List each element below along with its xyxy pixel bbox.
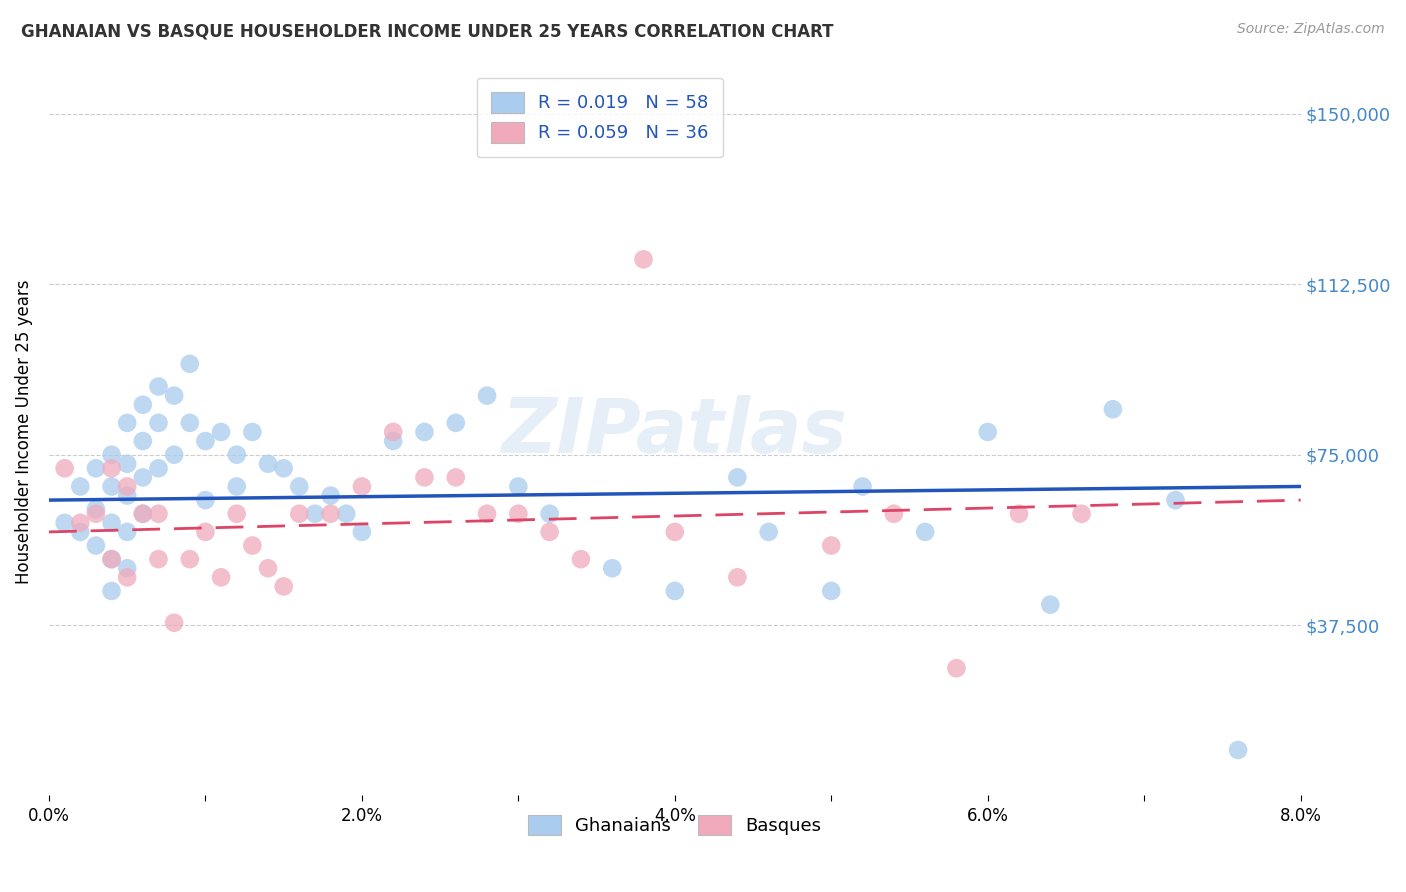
Point xyxy=(132,507,155,521)
Point xyxy=(194,434,217,448)
Point xyxy=(179,357,201,371)
Point xyxy=(273,461,295,475)
Point xyxy=(1070,507,1092,521)
Point xyxy=(115,457,138,471)
Text: GHANAIAN VS BASQUE HOUSEHOLDER INCOME UNDER 25 YEARS CORRELATION CHART: GHANAIAN VS BASQUE HOUSEHOLDER INCOME UN… xyxy=(21,22,834,40)
Point xyxy=(1102,402,1125,417)
Point xyxy=(444,416,467,430)
Point xyxy=(115,561,138,575)
Point xyxy=(413,470,436,484)
Point xyxy=(194,524,217,539)
Point xyxy=(851,479,873,493)
Point xyxy=(508,507,530,521)
Point xyxy=(84,502,107,516)
Point xyxy=(914,524,936,539)
Point xyxy=(179,416,201,430)
Point xyxy=(538,507,561,521)
Point xyxy=(725,470,748,484)
Point xyxy=(84,461,107,475)
Point xyxy=(382,434,405,448)
Y-axis label: Householder Income Under 25 years: Householder Income Under 25 years xyxy=(15,280,32,584)
Point xyxy=(475,389,498,403)
Point xyxy=(69,516,91,530)
Point xyxy=(600,561,623,575)
Point xyxy=(304,507,326,521)
Point xyxy=(475,507,498,521)
Point xyxy=(100,584,122,599)
Point xyxy=(115,570,138,584)
Point xyxy=(84,539,107,553)
Point xyxy=(820,584,842,599)
Point xyxy=(132,434,155,448)
Point xyxy=(132,470,155,484)
Point xyxy=(100,448,122,462)
Point xyxy=(209,570,232,584)
Point xyxy=(273,579,295,593)
Point xyxy=(319,507,342,521)
Point xyxy=(225,479,247,493)
Legend: Ghanaians, Basques: Ghanaians, Basques xyxy=(519,805,831,845)
Point xyxy=(100,461,122,475)
Point xyxy=(115,489,138,503)
Point xyxy=(115,479,138,493)
Point xyxy=(240,425,263,439)
Point xyxy=(163,615,186,630)
Point xyxy=(413,425,436,439)
Point xyxy=(820,539,842,553)
Point xyxy=(1039,598,1062,612)
Point xyxy=(100,552,122,566)
Point xyxy=(100,516,122,530)
Point xyxy=(569,552,592,566)
Point xyxy=(335,507,357,521)
Point xyxy=(319,489,342,503)
Point xyxy=(444,470,467,484)
Point xyxy=(1164,493,1187,508)
Text: Source: ZipAtlas.com: Source: ZipAtlas.com xyxy=(1237,22,1385,37)
Point xyxy=(725,570,748,584)
Point xyxy=(758,524,780,539)
Point xyxy=(508,479,530,493)
Point xyxy=(240,539,263,553)
Point xyxy=(633,252,655,267)
Point xyxy=(84,507,107,521)
Point xyxy=(148,507,170,521)
Point xyxy=(883,507,905,521)
Point xyxy=(209,425,232,439)
Point xyxy=(148,552,170,566)
Point xyxy=(132,507,155,521)
Point xyxy=(350,479,373,493)
Point xyxy=(945,661,967,675)
Point xyxy=(69,524,91,539)
Point xyxy=(257,561,280,575)
Point xyxy=(1008,507,1031,521)
Text: ZIPatlas: ZIPatlas xyxy=(502,395,848,469)
Point xyxy=(977,425,1000,439)
Point xyxy=(163,448,186,462)
Point xyxy=(148,461,170,475)
Point xyxy=(115,524,138,539)
Point xyxy=(225,448,247,462)
Point xyxy=(100,552,122,566)
Point xyxy=(664,524,686,539)
Point xyxy=(288,507,311,521)
Point xyxy=(257,457,280,471)
Point xyxy=(288,479,311,493)
Point xyxy=(1227,743,1250,757)
Point xyxy=(225,507,247,521)
Point xyxy=(132,398,155,412)
Point xyxy=(148,416,170,430)
Point xyxy=(179,552,201,566)
Point xyxy=(115,416,138,430)
Point xyxy=(194,493,217,508)
Point xyxy=(69,479,91,493)
Point xyxy=(100,479,122,493)
Point xyxy=(53,516,76,530)
Point xyxy=(382,425,405,439)
Point xyxy=(538,524,561,539)
Point xyxy=(664,584,686,599)
Point xyxy=(350,524,373,539)
Point xyxy=(53,461,76,475)
Point xyxy=(148,379,170,393)
Point xyxy=(163,389,186,403)
